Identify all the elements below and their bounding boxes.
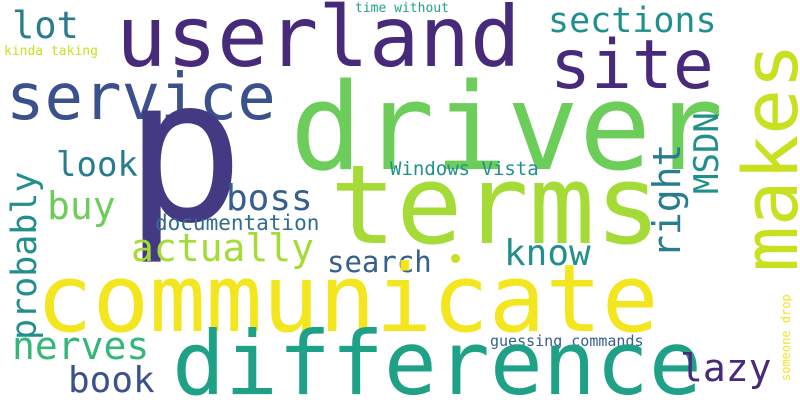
word-driver: driver — [290, 59, 724, 198]
word-windows-vista: Windows Vista — [390, 158, 539, 180]
word-search: search — [327, 245, 432, 279]
word-terms: terms — [330, 141, 662, 269]
word-userland: userland — [116, 0, 521, 86]
word-communicate: communicate — [36, 245, 659, 354]
word-documentation: documentation — [155, 211, 320, 235]
word-makes: makes — [726, 43, 800, 272]
word-buy: buy — [47, 184, 116, 228]
word-guessing-commands: guessing commands — [490, 332, 644, 350]
word-msdn: MSDN — [687, 112, 727, 194]
word-p: p — [124, 35, 245, 268]
word-time-without: time without — [355, 1, 449, 16]
word-difference: difference — [172, 312, 702, 400]
word-nerves: nerves — [12, 324, 150, 368]
word-right: right — [645, 143, 689, 258]
word-actually: actually — [131, 226, 315, 270]
word-site: site — [550, 26, 714, 105]
word-sections: sections — [548, 1, 717, 41]
word-someone-drop: someone drop — [779, 294, 793, 381]
word-lot: lot — [12, 4, 79, 47]
word-look: look — [56, 145, 138, 185]
word-book: book — [68, 360, 155, 400]
word-service: service — [6, 61, 276, 135]
dot-mark — [451, 254, 460, 263]
word-boss: boss — [226, 178, 313, 219]
word-know: know — [504, 233, 591, 274]
word-kinda-taking: kinda taking — [4, 44, 98, 59]
word-lazy: lazy — [680, 346, 772, 390]
